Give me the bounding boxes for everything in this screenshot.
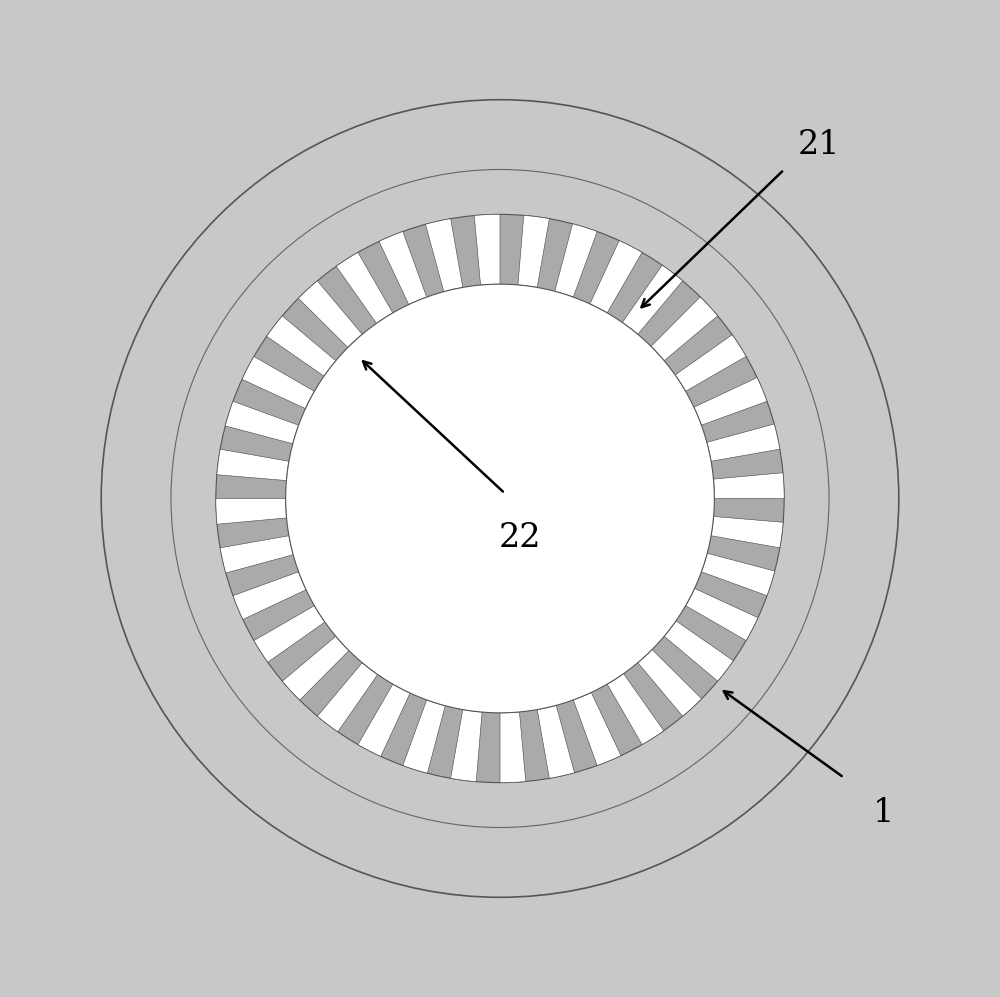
Wedge shape: [686, 588, 758, 641]
Wedge shape: [707, 424, 780, 462]
Wedge shape: [638, 649, 702, 716]
Wedge shape: [537, 705, 574, 779]
Wedge shape: [622, 265, 683, 334]
Wedge shape: [254, 606, 325, 662]
Text: 22: 22: [499, 522, 541, 554]
Circle shape: [286, 284, 714, 713]
Wedge shape: [590, 240, 642, 313]
Wedge shape: [233, 572, 306, 619]
Wedge shape: [267, 316, 336, 376]
Wedge shape: [713, 473, 784, 498]
Wedge shape: [607, 674, 664, 745]
Wedge shape: [694, 378, 767, 425]
Wedge shape: [379, 231, 427, 304]
Wedge shape: [216, 498, 287, 524]
Wedge shape: [336, 252, 393, 323]
Wedge shape: [217, 450, 289, 481]
Text: 21: 21: [798, 129, 840, 161]
Wedge shape: [403, 700, 445, 774]
Wedge shape: [298, 281, 362, 348]
Wedge shape: [701, 553, 775, 595]
Wedge shape: [474, 214, 500, 285]
Wedge shape: [573, 693, 621, 766]
Wedge shape: [426, 218, 463, 292]
Wedge shape: [358, 684, 410, 757]
Wedge shape: [664, 621, 733, 681]
Wedge shape: [651, 297, 718, 361]
Wedge shape: [451, 710, 482, 782]
Circle shape: [216, 214, 784, 783]
Wedge shape: [518, 215, 549, 287]
Wedge shape: [711, 516, 783, 547]
Wedge shape: [220, 535, 293, 573]
Text: 1: 1: [873, 797, 894, 829]
Wedge shape: [555, 223, 597, 297]
Wedge shape: [282, 636, 349, 700]
Wedge shape: [225, 402, 299, 444]
Wedge shape: [500, 712, 526, 783]
Wedge shape: [317, 663, 378, 732]
Wedge shape: [675, 335, 746, 391]
Wedge shape: [242, 357, 314, 409]
